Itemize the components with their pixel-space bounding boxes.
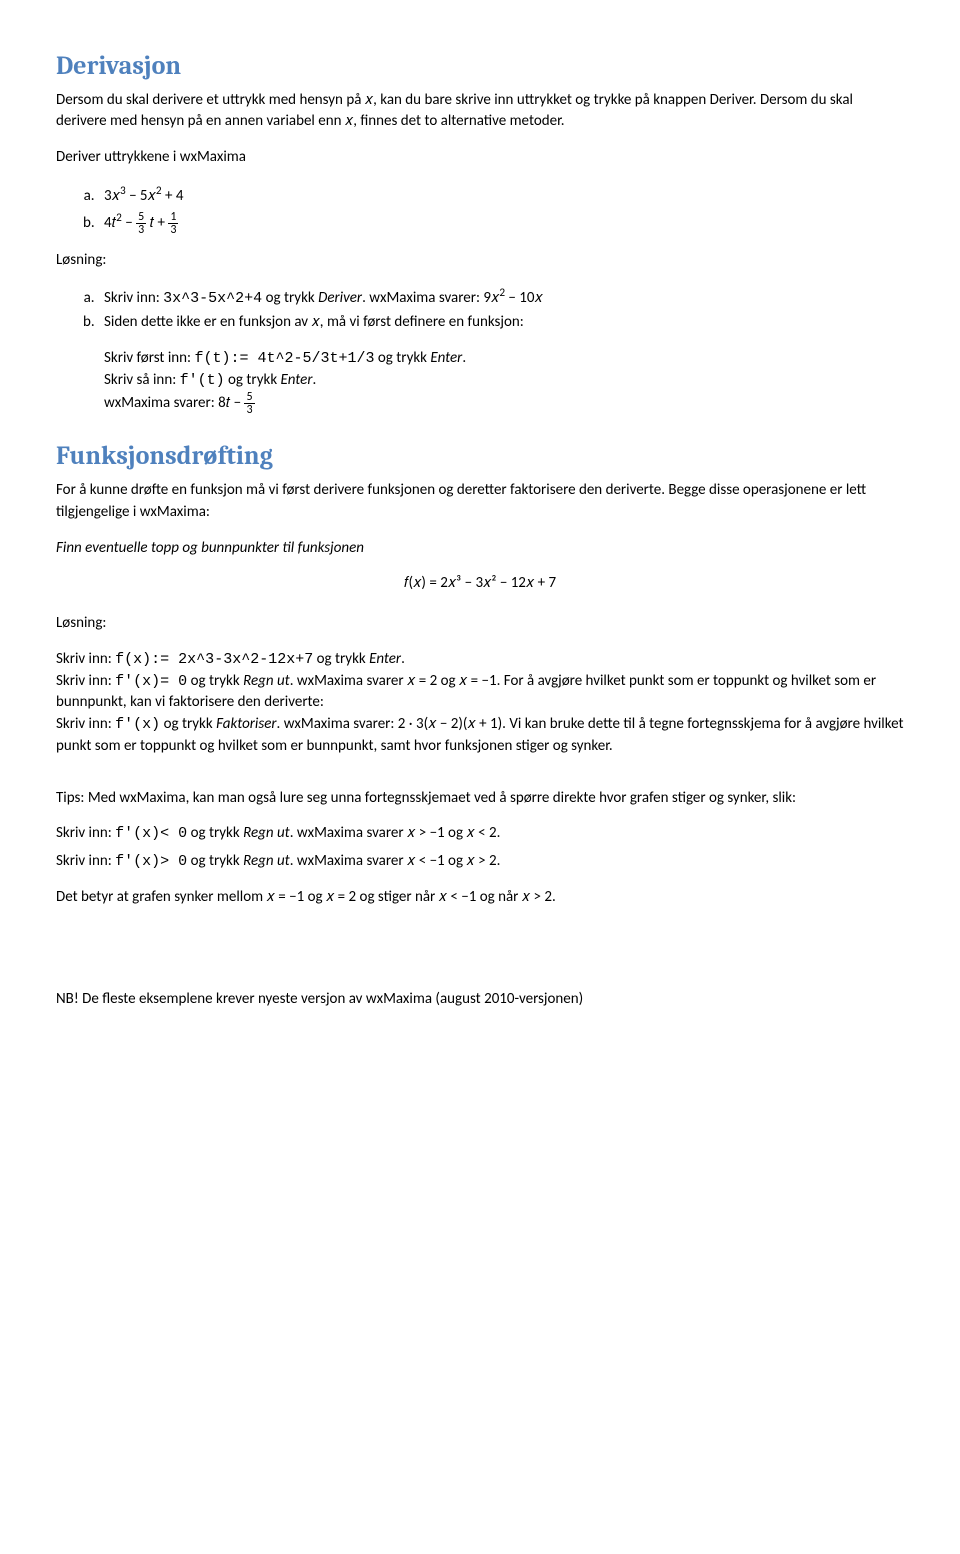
- losning-label-1: Løsning:: [56, 250, 904, 272]
- step2-pre: Skriv så inn:: [104, 371, 180, 389]
- s2-t2-pre: Skriv inn:: [56, 852, 115, 870]
- s2-t1-regn: Regn ut: [243, 824, 290, 842]
- s2-tips2: Skriv inn: f'(x)> 0 og trykk Regn ut. wx…: [56, 851, 904, 873]
- section2-title: Funksjonsdrøfting: [56, 438, 904, 476]
- s2-line1: Skriv inn: f(x):= 2x^3-3x^2-12x+7 og try…: [56, 649, 904, 671]
- s2-l3-code: f'(x): [115, 716, 160, 733]
- frac-num: 1: [168, 211, 178, 224]
- expr-a-post: + 4: [162, 187, 184, 205]
- step1-post: .: [462, 349, 466, 367]
- step2-post: .: [312, 371, 316, 389]
- s2-line2: Skriv inn: f'(x)= 0 og trykk Regn ut. wx…: [56, 671, 904, 715]
- s2-conclusion: Det betyr at grafen synker mellom 𝑥 = −1…: [56, 887, 904, 909]
- frac-den: 3: [244, 404, 254, 416]
- expr-b-t: 𝑡 +: [146, 214, 168, 232]
- s2-t2-mid: og trykk: [187, 852, 243, 870]
- step1-enter: Enter: [430, 349, 462, 367]
- step3-pre: wxMaxima svarer: 8𝑡 −: [104, 394, 244, 412]
- step2-mid: og trykk: [225, 371, 281, 389]
- sol-a-4: − 10𝑥: [505, 289, 543, 307]
- step3: wxMaxima svarer: 8𝑡 − 53: [104, 391, 904, 416]
- s2-l3-fakt: Faktoriser: [216, 715, 276, 733]
- losning-label-2: Løsning:: [56, 613, 904, 635]
- step3-frac: 53: [244, 391, 254, 416]
- expr-list: 3𝑥3 − 5𝑥2 + 4 4𝑡2 − 53 𝑡 + 13: [56, 183, 904, 236]
- s2-l2-pre: Skriv inn:: [56, 672, 115, 690]
- s2-l3-pre: Skriv inn:: [56, 715, 115, 733]
- expr-a: 3𝑥3 − 5𝑥2 + 4: [98, 183, 904, 208]
- section1-task: Deriver uttrykkene i wxMaxima: [56, 147, 904, 169]
- step1: Skriv først inn: f(t):= 4t^2-5/3t+1/3 og…: [104, 348, 904, 370]
- s2-l1-enter: Enter: [369, 650, 401, 668]
- expr-b: 4𝑡2 − 53 𝑡 + 13: [98, 210, 904, 236]
- sol-a-pre: Skriv inn:: [104, 289, 163, 307]
- step2: Skriv så inn: f'(t) og trykk Enter.: [104, 370, 904, 392]
- step2-enter: Enter: [281, 371, 313, 389]
- expr-b-frac1: 53: [136, 211, 146, 236]
- s2-t2-code: f'(x)> 0: [115, 853, 187, 870]
- frac-den: 3: [168, 224, 178, 236]
- section2-formula: 𝑓(𝑥) = 2𝑥³ − 3𝑥² − 12𝑥 + 7: [56, 573, 904, 595]
- s2-t2-regn: Regn ut: [243, 852, 290, 870]
- frac-num: 5: [136, 211, 146, 224]
- step2-code: f'(t): [180, 372, 225, 389]
- sol-b-steps: Skriv først inn: f(t):= 4t^2-5/3t+1/3 og…: [104, 348, 904, 417]
- s2-t1-post: . wxMaxima svarer 𝑥 > −1 og 𝑥 < 2.: [290, 824, 501, 842]
- s2-l2-code: f'(x)= 0: [115, 673, 187, 690]
- s2-l3-mid: og trykk: [160, 715, 216, 733]
- s2-t2-post: . wxMaxima svarer 𝑥 < −1 og 𝑥 > 2.: [290, 852, 501, 870]
- s2-tips1: Skriv inn: f'(x)< 0 og trykk Regn ut. wx…: [56, 823, 904, 845]
- section2-task: Finn eventuelle topp og bunnpunkter til …: [56, 538, 904, 560]
- s2-t1-code: f'(x)< 0: [115, 825, 187, 842]
- s2-l1-pre: Skriv inn:: [56, 650, 115, 668]
- s2-t1-mid: og trykk: [187, 824, 243, 842]
- s2-l2-regn: Regn ut: [243, 672, 290, 690]
- s2-l1-post: .: [401, 650, 405, 668]
- section1-title: Derivasjon: [56, 48, 904, 86]
- s2-l2-mid: og trykk: [187, 672, 243, 690]
- section2-intro: For å kunne drøfte en funksjon må vi før…: [56, 480, 904, 524]
- s2-l1-code: f(x):= 2x^3-3x^2-12x+7: [115, 651, 313, 668]
- step1-code: f(t):= 4t^2-5/3t+1/3: [194, 350, 374, 367]
- expr-b-frac2: 13: [168, 211, 178, 236]
- sol-b: Siden dette ikke er en funksjon av 𝑥, må…: [98, 312, 904, 334]
- step1-mid: og trykk: [374, 349, 430, 367]
- expr-a-mid: − 5𝑥: [126, 187, 156, 205]
- step1-pre: Skriv først inn:: [104, 349, 194, 367]
- frac-den: 3: [136, 224, 146, 236]
- s2-tips: Tips: Med wxMaxima, kan man også lure se…: [56, 788, 904, 810]
- s2-t1-pre: Skriv inn:: [56, 824, 115, 842]
- sol-a-3: . wxMaxima svarer: 9𝑥: [362, 289, 499, 307]
- section1-intro: Dersom du skal derivere et uttrykk med h…: [56, 90, 904, 134]
- sol-a: Skriv inn: 3x^3-5x^2+4 og trykk Deriver.…: [98, 285, 904, 310]
- expr-a-pre: 3𝑥: [104, 187, 120, 205]
- expr-b-pre: 4𝑡: [104, 214, 116, 232]
- s2-line3: Skriv inn: f'(x) og trykk Faktoriser. wx…: [56, 714, 904, 758]
- solution-list: Skriv inn: 3x^3-5x^2+4 og trykk Deriver.…: [56, 285, 904, 334]
- s2-l1-mid: og trykk: [313, 650, 369, 668]
- sol-a-mid: og trykk: [262, 289, 318, 307]
- footer-note: NB! De fleste eksemplene krever nyeste v…: [56, 989, 904, 1011]
- sol-a-code: 3x^3-5x^2+4: [163, 290, 262, 307]
- sol-a-deriver: Deriver: [318, 289, 362, 307]
- expr-b-mid: −: [122, 214, 136, 232]
